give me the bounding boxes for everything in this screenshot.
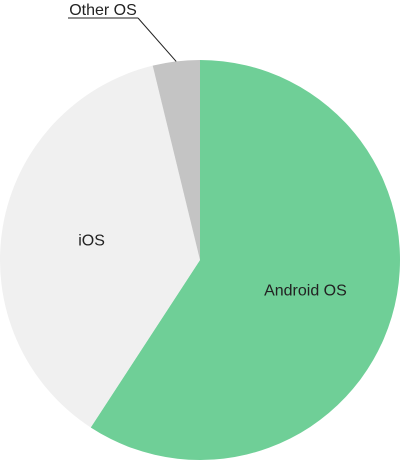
slice-label-android-os: Android OS [264,283,347,300]
slice-label-other-os: Other OS [69,2,137,19]
pie-slice-other-os [152,60,200,260]
pie-slice-ios [0,65,200,428]
pie-slice-android-os [90,60,400,460]
pie-slices [0,60,400,460]
slice-label-ios: iOS [78,233,105,250]
pie-labels: Android OS iOS Other OS [68,2,347,300]
callout-line-other-os [137,17,177,62]
